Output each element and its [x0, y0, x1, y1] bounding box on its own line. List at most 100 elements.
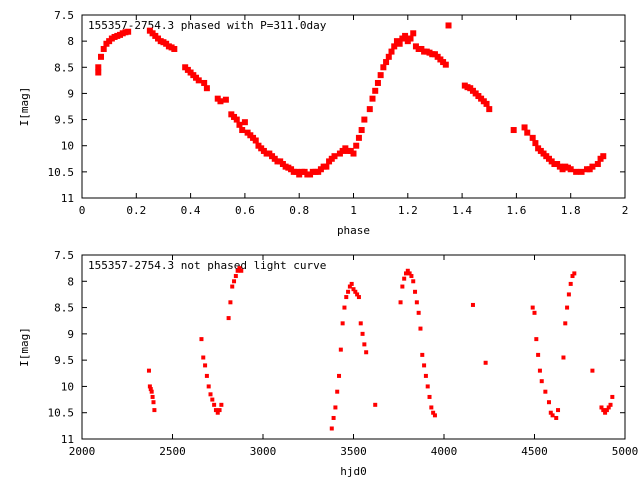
data-point: [530, 305, 535, 310]
data-point: [546, 400, 551, 405]
data-point: [550, 413, 555, 418]
data-point: [230, 284, 235, 289]
data-point: [601, 408, 606, 413]
y-tick-label: 9.5: [54, 354, 74, 367]
y-tick-label: 9: [67, 87, 74, 100]
data-point: [529, 134, 536, 141]
data-point: [323, 163, 330, 170]
data-point: [239, 127, 246, 134]
data-point: [222, 96, 229, 103]
data-point: [239, 268, 244, 273]
data-point: [329, 426, 334, 431]
x-tick-label: 0.4: [181, 204, 201, 217]
data-point: [125, 28, 132, 35]
y-axis-label: I[mag]: [18, 87, 31, 127]
data-point: [360, 331, 365, 336]
data-point: [355, 292, 360, 297]
data-point: [410, 30, 417, 37]
data-point: [573, 168, 580, 175]
data-point: [356, 295, 361, 300]
data-point: [219, 402, 224, 407]
data-point: [350, 150, 357, 157]
data-point: [570, 274, 575, 279]
data-point: [333, 405, 338, 410]
data-point: [400, 284, 405, 289]
data-point: [355, 134, 362, 141]
y-tick-label: 8: [67, 275, 74, 288]
data-point: [568, 281, 573, 286]
data-point: [470, 302, 475, 307]
data-point: [195, 77, 202, 84]
data-point: [403, 271, 408, 276]
data-point: [201, 355, 206, 360]
y-axis-label: I[mag]: [18, 327, 31, 367]
y-tick-label: 9.5: [54, 114, 74, 127]
data-point: [208, 392, 213, 397]
data-point: [233, 274, 238, 279]
data-point: [228, 300, 233, 305]
data-point: [594, 161, 601, 168]
y-tick-label: 10.5: [48, 166, 75, 179]
data-point: [149, 389, 154, 394]
data-point: [235, 268, 240, 273]
data-point: [388, 48, 395, 55]
x-tick-label: 2500: [159, 445, 186, 458]
data-point: [411, 279, 416, 284]
data-point: [361, 116, 368, 123]
data-point: [572, 271, 577, 276]
data-point: [432, 413, 437, 418]
x-tick-label: 1.4: [452, 204, 472, 217]
data-point: [347, 284, 352, 289]
data-point: [213, 408, 218, 413]
data-point: [539, 379, 544, 384]
data-point: [537, 368, 542, 373]
data-point: [606, 405, 611, 410]
data-point: [429, 405, 434, 410]
data-point: [380, 64, 387, 71]
x-tick-label: 1.8: [561, 204, 581, 217]
data-point: [344, 295, 349, 300]
data-point: [331, 153, 338, 160]
data-point: [556, 408, 561, 413]
x-tick-label: 0.2: [126, 204, 146, 217]
data-point: [603, 410, 608, 415]
x-tick-label: 4500: [521, 445, 548, 458]
x-tick-label: 0: [79, 204, 86, 217]
data-point: [532, 310, 537, 315]
phased-light-curve-plot: 0 0.2 0.4 0.6 0.8 1 1.2 1.4 1.6 1.8 2 7.5 8 8.5 9 9.5 10…: [18, 9, 628, 237]
data-point: [524, 129, 531, 136]
data-point: [561, 355, 566, 360]
data-point: [423, 373, 428, 378]
data-point: [340, 321, 345, 326]
data-point: [217, 98, 224, 105]
data-point: [150, 394, 155, 399]
data-point: [402, 276, 407, 281]
data-point: [600, 153, 607, 160]
data-point: [422, 363, 427, 368]
y-tick-label: 8: [67, 35, 74, 48]
data-point: [226, 316, 231, 321]
data-point: [369, 95, 376, 102]
data-point: [203, 363, 208, 368]
data-point: [366, 106, 373, 113]
data-point: [532, 140, 539, 147]
data-point: [337, 373, 342, 378]
data-point: [95, 64, 102, 71]
y-tick-label: 7.5: [54, 249, 74, 262]
data-point: [383, 59, 390, 66]
data-point: [331, 415, 336, 420]
x-tick-label: 2: [622, 204, 629, 217]
y-tick-label: 10: [61, 140, 74, 153]
x-tick-label: 1: [350, 204, 357, 217]
data-point: [237, 266, 242, 271]
data-point: [427, 394, 432, 399]
data-point: [407, 35, 414, 42]
y-tick-label: 9: [67, 328, 74, 341]
data-point: [364, 350, 369, 355]
x-tick-label: 0.6: [235, 204, 255, 217]
data-point: [346, 289, 351, 294]
x-tick-label: 0.8: [289, 204, 309, 217]
data-point: [398, 300, 403, 305]
data-point: [590, 368, 595, 373]
